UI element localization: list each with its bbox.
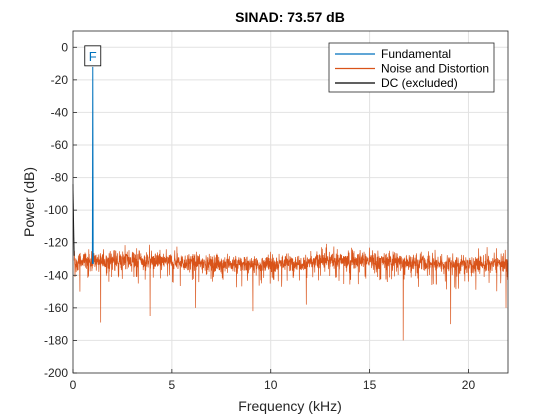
fundamental-line — [91, 66, 94, 264]
y-tick-label: -20 — [51, 73, 69, 87]
plot-frame — [72, 30, 509, 374]
y-tick-label: -40 — [51, 105, 69, 119]
y-tick-label: -120 — [44, 236, 68, 250]
grid-lines — [73, 31, 508, 373]
noise-distortion-line — [73, 243, 509, 341]
x-tick-label: 10 — [264, 378, 278, 392]
y-tick-label: 0 — [61, 40, 68, 54]
annotations: F — [84, 45, 102, 67]
legend-label: DC (excluded) — [381, 76, 458, 90]
x-tick-label: 20 — [462, 378, 476, 392]
legend-label: Noise and Distortion — [381, 62, 489, 76]
x-tick-label: 15 — [363, 378, 377, 392]
y-tick-label: -140 — [44, 268, 68, 282]
legend-box — [328, 42, 495, 93]
y-tick-label: -80 — [51, 171, 69, 185]
fundamental-series — [91, 66, 94, 264]
y-axis-label: Power (dB) — [21, 167, 37, 237]
noise-distortion-series — [73, 243, 509, 341]
x-axis-label: Frequency (kHz) — [238, 398, 341, 414]
y-tick-label: -200 — [44, 366, 68, 380]
y-tick-label: -60 — [51, 138, 69, 152]
fundamental-marker-label: F — [89, 49, 97, 64]
legend-label: Fundamental — [381, 47, 451, 61]
chart-title: SINAD: 73.57 dB — [235, 9, 345, 25]
x-tick-label: 5 — [169, 378, 176, 392]
x-tick-label: 0 — [70, 378, 77, 392]
axis-ticks: 0 5 10 15 20 0 -20 -40 -60 -80 -100 -120 -140 -160 -18… — [44, 40, 475, 392]
y-tick-label: -100 — [44, 203, 68, 217]
y-tick-label: -180 — [44, 333, 68, 347]
y-tick-label: -160 — [44, 301, 68, 315]
fundamental-marker-box — [84, 45, 102, 67]
